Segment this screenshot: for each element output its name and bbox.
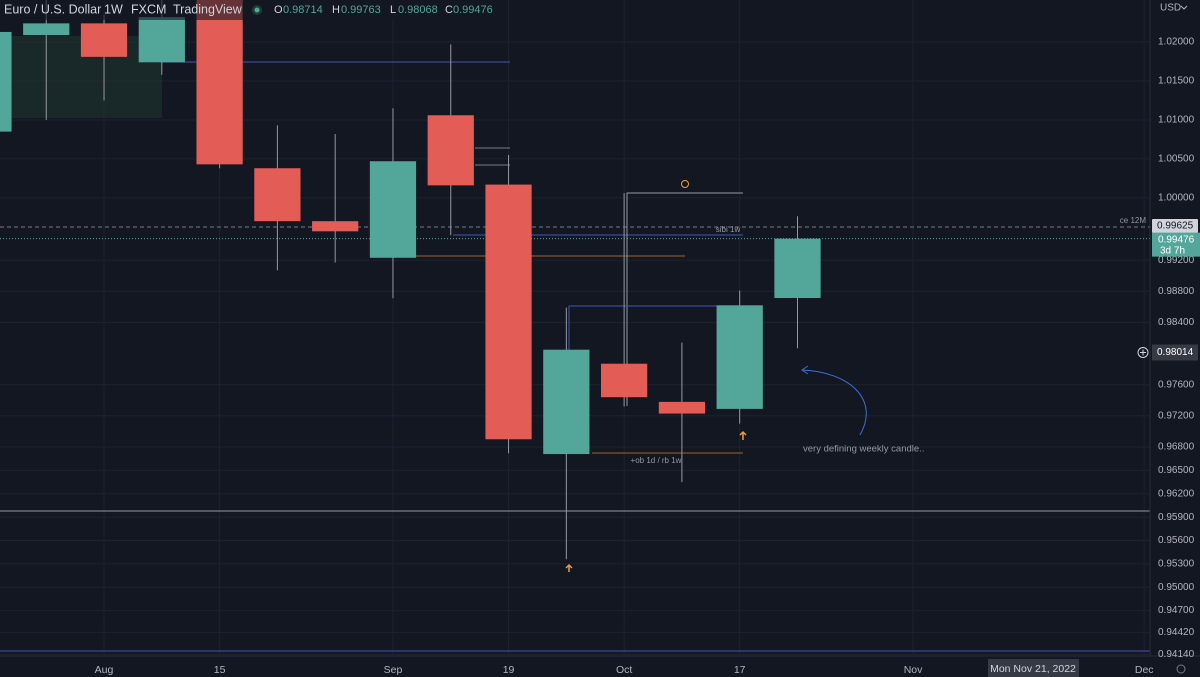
price-badge: [1152, 219, 1198, 234]
price-axis: [1150, 0, 1200, 677]
y-tick-label: 0.94140: [1158, 649, 1195, 660]
candle-body: [427, 115, 474, 186]
arrow-up: [565, 563, 573, 572]
y-tick-label: 0.96500: [1158, 465, 1195, 476]
y-tick-label: 0.94420: [1158, 627, 1195, 638]
x-tick-label: Nov: [904, 664, 923, 676]
x-tick-label: 15: [214, 664, 226, 676]
y-tick-label: 0.98400: [1158, 317, 1195, 328]
y-tick-label: 0.97600: [1158, 379, 1195, 390]
axes: 1.02000 1.01500 1.01000 1.00500 1.00000 0.992…: [95, 37, 1200, 677]
crosshair-plus[interactable]: [1140, 349, 1146, 356]
y-tick-label: 0.96800: [1158, 442, 1195, 453]
y-tick-label: 0.94700: [1158, 605, 1195, 616]
arrow-up: [739, 430, 747, 440]
level-line: [626, 192, 743, 406]
crosshair-badge: [1152, 344, 1198, 361]
y-tick-label: 0.95300: [1158, 559, 1195, 570]
y-tick-label: 0.96200: [1158, 488, 1195, 499]
x-tick-label: Dec: [1135, 664, 1154, 676]
price-badge-label: 0.99625: [1157, 221, 1194, 232]
grid: [0, 0, 1150, 655]
y-tick-label: 1.02000: [1158, 37, 1195, 48]
candle-body: [0, 31, 12, 132]
source: FXCM: [131, 2, 166, 16]
y-tick-label: 1.00000: [1158, 192, 1195, 203]
currency: USD: [1160, 3, 1181, 14]
y-tick-label: 0.95000: [1158, 582, 1195, 593]
candle-body: [312, 221, 359, 232]
candles: [0, 0, 821, 560]
candle-body: [658, 401, 706, 414]
crosshair-plus[interactable]: [1137, 347, 1149, 359]
candle-body: [196, 0, 243, 165]
candle-body: [774, 238, 821, 298]
y-tick-label: 1.01500: [1158, 76, 1195, 87]
crosshair-label: 0.98014: [1157, 347, 1194, 358]
x-tick-label: Sep: [384, 664, 403, 676]
dropdown-icon[interactable]: [1180, 5, 1188, 10]
y-tick-label: 0.98800: [1158, 286, 1195, 297]
ohlc-label: O: [274, 4, 283, 16]
platform: TradingView: [173, 2, 243, 16]
settings-icon[interactable]: [1176, 664, 1186, 674]
y-tick-label: 0.95900: [1158, 512, 1195, 523]
x-tick-label: 19: [503, 664, 515, 676]
y-tick-label: 1.01000: [1158, 115, 1195, 126]
annotation: sibi 1w: [716, 225, 741, 234]
bulb-icon: [681, 180, 689, 188]
candle-body: [80, 23, 128, 57]
ohlc-value: 0.99763: [341, 4, 381, 16]
interval[interactable]: 1W: [104, 2, 123, 16]
y-tick-label: 0.99200: [1158, 255, 1195, 266]
y-tick-label: 0.95600: [1158, 535, 1195, 546]
candle-body: [254, 168, 301, 222]
x-tick-label: Oct: [616, 664, 632, 676]
crosshair-date: Mon Nov 21, 2022: [990, 663, 1076, 675]
ohlc-label: C: [445, 4, 453, 16]
arrow-head: [801, 365, 809, 375]
ohlc-value: 0.98068: [398, 4, 438, 16]
countdown: 3d 7h: [1160, 245, 1185, 256]
annotation: very defining weekly candle..: [803, 444, 924, 455]
crosshair-date-badge: [988, 659, 1079, 677]
last-price-label: 0.99476: [1158, 234, 1195, 245]
annotation: +ob 1d / rb 1w: [631, 456, 682, 465]
y-tick-label: 1.00500: [1158, 154, 1195, 165]
last-price-badge: [1152, 232, 1200, 257]
header-bg: [0, 0, 470, 20]
curve-arrow: [801, 369, 867, 436]
candle-body: [485, 184, 532, 440]
symbol: Euro / U.S. Dollar: [4, 2, 101, 16]
ohlc-label: L: [390, 4, 396, 16]
candle-body: [543, 349, 590, 455]
candle-body: [369, 161, 417, 258]
candle-body: [23, 23, 70, 36]
ohlc-value: 0.98714: [283, 4, 323, 16]
candle-body: [138, 17, 185, 63]
candle-body: [716, 305, 763, 409]
ohlc-value: 0.99476: [453, 4, 493, 16]
x-tick-label: 17: [734, 664, 746, 676]
ohlc-label: H: [332, 4, 340, 16]
y-tick-label: 0.97200: [1158, 411, 1195, 422]
x-tick-label: Aug: [95, 664, 114, 676]
status-dot: [254, 7, 260, 13]
level-note: ce 12M: [1120, 216, 1147, 225]
candle-body: [601, 363, 648, 398]
